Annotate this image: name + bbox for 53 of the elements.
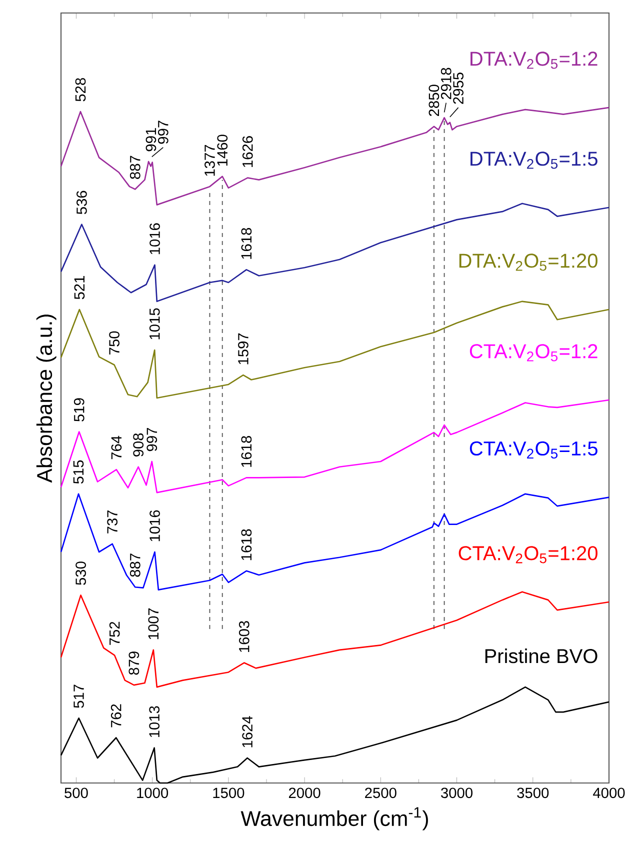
annotation: 887 bbox=[130, 156, 140, 179]
annotation: 879 bbox=[128, 652, 140, 675]
annotation: 991 bbox=[146, 128, 156, 152]
annotation: 1013 bbox=[149, 706, 160, 738]
x-tick-label: 1000 bbox=[137, 788, 168, 798]
annotation: 536 bbox=[76, 190, 87, 214]
annotation: 2955 bbox=[453, 72, 464, 104]
x-tick-label: 500 bbox=[64, 788, 88, 798]
annotation: 2918 bbox=[440, 68, 452, 100]
annotation: 1597 bbox=[238, 333, 248, 364]
text: CTA:V$_{2}$O$_{5}$=1:5 bbox=[470, 441, 598, 459]
text: DTA:V$_{2}$O$_{5}$=1:2 bbox=[470, 52, 598, 69]
annotation: 764 bbox=[111, 436, 122, 460]
annotation: 908 bbox=[133, 433, 144, 456]
x-tick-label: 3500 bbox=[517, 788, 549, 798]
annotation: 2850 bbox=[428, 84, 440, 116]
text: CTA:V$_{2}$O$_{5}$=1:2 bbox=[470, 344, 598, 362]
x-tick-label: 3000 bbox=[441, 788, 472, 798]
series-label: CTA:V$_{2}$O$_{5}$=1:20 bbox=[458, 546, 598, 564]
annotation: 528 bbox=[75, 78, 86, 102]
annotation: 519 bbox=[74, 398, 84, 422]
annotation: 1626 bbox=[242, 136, 253, 167]
annotation: 521 bbox=[74, 276, 85, 300]
annotation: 737 bbox=[107, 510, 118, 534]
annotation: 750 bbox=[109, 331, 120, 354]
annotation: 530 bbox=[76, 562, 86, 585]
annotation: 517 bbox=[74, 684, 84, 708]
x-tick-label: 4000 bbox=[593, 788, 625, 798]
annotation: 1618 bbox=[241, 529, 252, 560]
annotation: 1007 bbox=[148, 608, 159, 640]
annotation: 997 bbox=[158, 120, 168, 144]
annotation: 1618 bbox=[241, 436, 252, 467]
annotation: 1618 bbox=[241, 228, 252, 259]
y-axis-title: Absorbance (a.u.) bbox=[36, 314, 56, 483]
annotation: 1603 bbox=[238, 621, 250, 652]
annotation: 1015 bbox=[149, 308, 160, 340]
annotation: 1016 bbox=[150, 510, 160, 542]
annotation: 752 bbox=[109, 622, 120, 645]
x-axis-title: Wavenumber (cm$^{-1}$) bbox=[240, 807, 428, 830]
annotation: 1624 bbox=[242, 716, 253, 748]
text: DTA:V$_{2}$O$_{5}$=1:5 bbox=[470, 152, 598, 169]
annotation: 515 bbox=[73, 460, 84, 484]
annotation: 1016 bbox=[150, 223, 160, 254]
series-label: DTA:V$_{2}$O$_{5}$=1:20 bbox=[459, 254, 598, 271]
annotation: 1377 bbox=[204, 144, 215, 176]
annotation: 762 bbox=[110, 704, 122, 728]
annotation: 997 bbox=[146, 428, 158, 452]
annotation: 1460 bbox=[217, 134, 228, 166]
series-label: Pristine BVO bbox=[485, 648, 598, 664]
x-tick-label: 2000 bbox=[288, 788, 320, 798]
x-tick-label: 2500 bbox=[365, 788, 396, 798]
annotation: 887 bbox=[130, 554, 140, 577]
x-tick-label: 1500 bbox=[213, 788, 244, 798]
